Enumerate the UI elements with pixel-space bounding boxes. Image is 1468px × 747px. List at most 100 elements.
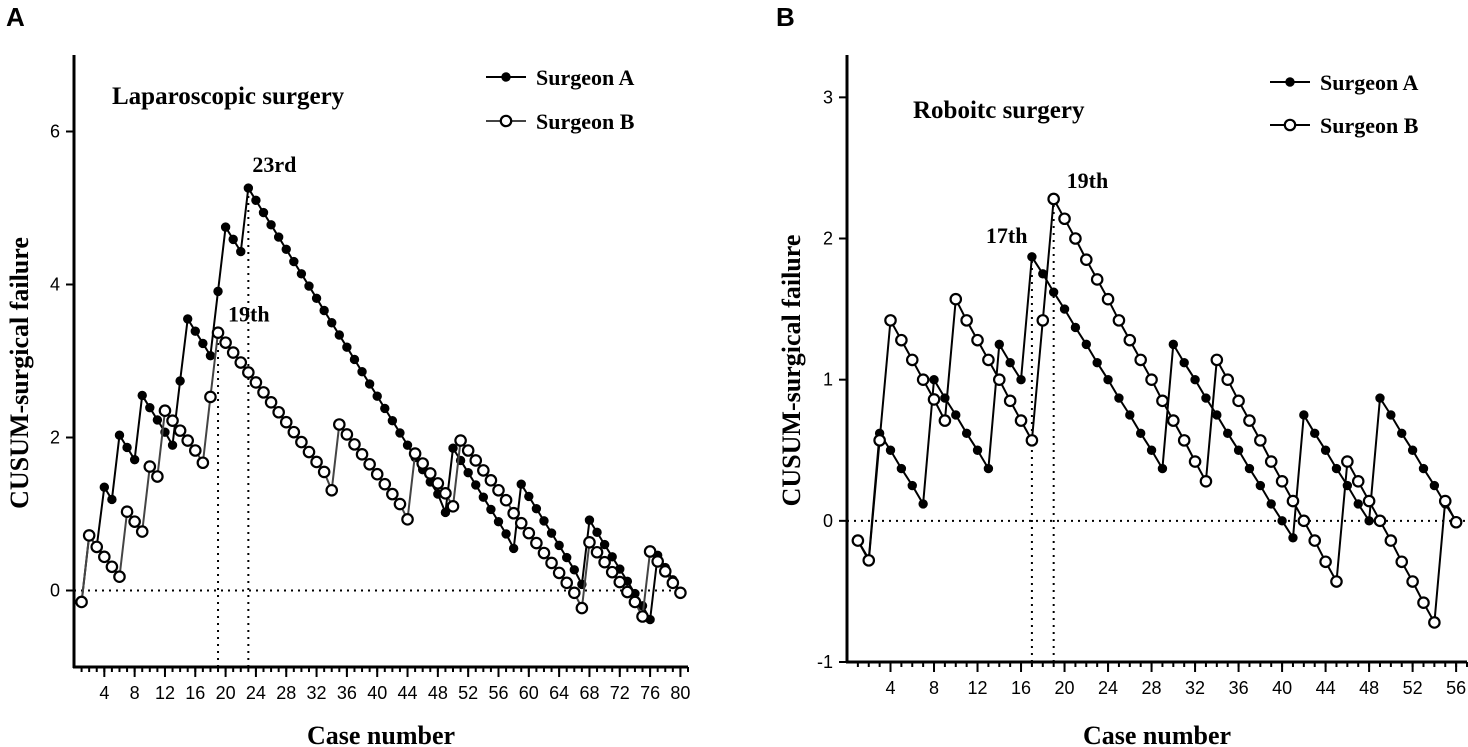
data-point-open bbox=[416, 457, 429, 470]
data-point-open bbox=[1156, 394, 1169, 408]
data-point-open bbox=[484, 474, 498, 487]
data-point-open bbox=[1351, 475, 1365, 488]
data-point-open bbox=[1145, 373, 1158, 386]
data-point-filled bbox=[236, 246, 246, 257]
data-point-open bbox=[851, 534, 865, 547]
data-point-open bbox=[287, 425, 301, 439]
data-point-open bbox=[643, 545, 657, 558]
data-point-open bbox=[128, 515, 141, 528]
x-axis-label: Case number bbox=[307, 721, 455, 747]
x-tick-label: 40 bbox=[367, 683, 387, 703]
legend-entry: Surgeon A bbox=[1270, 70, 1419, 95]
data-point-open bbox=[204, 390, 217, 404]
data-point-open bbox=[1167, 414, 1180, 427]
data-point-open bbox=[1177, 434, 1191, 447]
data-point-filled bbox=[1048, 287, 1059, 297]
data-point-filled bbox=[1429, 480, 1440, 491]
data-point-filled bbox=[569, 565, 579, 575]
annotation-19th: 19th bbox=[228, 302, 270, 327]
x-tick-label: 8 bbox=[130, 683, 140, 703]
legend-marker bbox=[1283, 118, 1297, 132]
series-surgeon-a bbox=[76, 183, 686, 625]
data-point-open bbox=[105, 560, 119, 574]
data-point-open bbox=[302, 445, 316, 459]
data-point-open bbox=[927, 393, 941, 406]
data-point-filled bbox=[972, 445, 983, 455]
data-point-filled bbox=[607, 552, 617, 562]
data-point-filled bbox=[357, 367, 367, 377]
data-point-filled bbox=[1277, 516, 1287, 526]
data-point-open bbox=[1014, 414, 1028, 427]
data-point-filled bbox=[395, 428, 405, 438]
data-point-open bbox=[98, 550, 111, 564]
data-point-open bbox=[507, 506, 520, 520]
legend-label: Surgeon A bbox=[536, 65, 635, 90]
x-tick-label: 24 bbox=[246, 683, 266, 703]
series-line bbox=[80, 185, 682, 623]
data-point-open bbox=[628, 595, 642, 609]
data-point-filled bbox=[334, 330, 345, 340]
legend-label: Surgeon B bbox=[536, 109, 635, 134]
data-point-open bbox=[1079, 253, 1093, 266]
x-tick-label: 12 bbox=[155, 683, 175, 703]
data-point-open bbox=[1438, 494, 1452, 508]
data-point-filled bbox=[1353, 499, 1363, 509]
data-point-open bbox=[234, 356, 248, 369]
data-point-filled bbox=[1397, 428, 1407, 439]
data-point-filled bbox=[1223, 428, 1233, 439]
data-point-open bbox=[666, 576, 680, 590]
data-point-open bbox=[181, 434, 195, 447]
data-point-open bbox=[211, 326, 225, 339]
data-point-filled bbox=[281, 244, 291, 255]
data-point-open bbox=[884, 314, 897, 327]
data-point-open bbox=[90, 540, 104, 554]
x-tick-label: 56 bbox=[1446, 678, 1466, 698]
data-point-filled bbox=[1255, 480, 1266, 491]
data-point-open bbox=[196, 456, 210, 470]
legend-entry: Surgeon A bbox=[486, 65, 635, 90]
data-point-filled bbox=[258, 207, 269, 218]
data-point-filled bbox=[1103, 374, 1113, 385]
data-point-open bbox=[1417, 596, 1430, 610]
data-point-filled bbox=[1201, 393, 1211, 403]
data-point-filled bbox=[364, 379, 375, 389]
data-point-open bbox=[1188, 455, 1202, 468]
data-point-filled bbox=[1135, 428, 1146, 439]
y-tick-label: -1 bbox=[817, 652, 833, 672]
legend-marker bbox=[499, 114, 513, 128]
data-point-filled bbox=[273, 232, 284, 242]
data-point-open bbox=[226, 346, 240, 359]
data-point-open bbox=[1025, 434, 1039, 447]
data-point-open bbox=[431, 477, 445, 490]
data-point-filled bbox=[546, 528, 557, 538]
x-tick-label: 12 bbox=[968, 678, 988, 698]
data-point-filled bbox=[471, 480, 481, 490]
data-point-open bbox=[393, 497, 407, 511]
data-point-open bbox=[651, 555, 664, 568]
data-point-open bbox=[1199, 475, 1213, 488]
data-point-open bbox=[113, 570, 126, 584]
data-point-filled bbox=[289, 256, 299, 267]
data-point-filled bbox=[1407, 445, 1418, 455]
data-point-filled bbox=[1244, 463, 1255, 474]
panel-title: Roboitc surgery bbox=[913, 97, 1085, 124]
data-point-filled bbox=[994, 339, 1004, 350]
data-point-filled bbox=[311, 293, 322, 303]
data-point-open bbox=[658, 565, 672, 578]
data-point-filled bbox=[1386, 410, 1396, 420]
data-point-filled bbox=[198, 338, 208, 349]
data-point-filled bbox=[319, 305, 329, 316]
data-point-filled bbox=[599, 539, 610, 550]
data-point-open bbox=[552, 566, 566, 580]
data-point-filled bbox=[463, 467, 473, 478]
data-point-filled bbox=[493, 516, 504, 527]
data-point-filled bbox=[440, 507, 451, 518]
data-point-filled bbox=[327, 318, 337, 328]
data-point-open bbox=[905, 353, 919, 367]
data-point-open bbox=[636, 610, 649, 623]
data-point-open bbox=[158, 404, 172, 418]
data-point-open bbox=[355, 448, 369, 461]
data-point-filled bbox=[1288, 533, 1298, 543]
data-point-filled bbox=[1299, 410, 1309, 420]
